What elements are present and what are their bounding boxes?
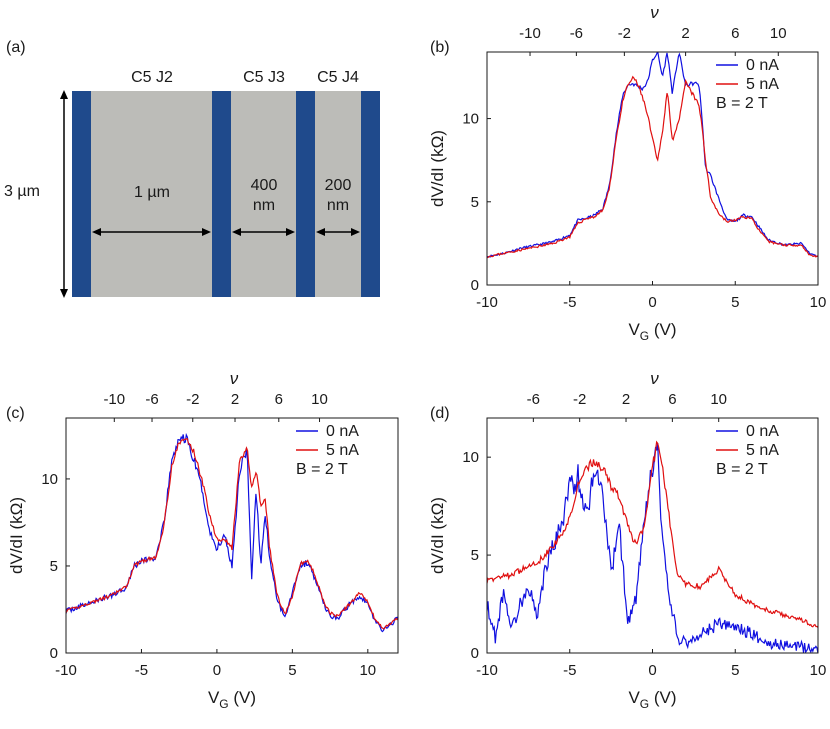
top-tick-label: 2 [622, 391, 630, 408]
y-axis-label: dV/dI (kΩ) [428, 130, 447, 207]
top-tick-label: 2 [231, 391, 239, 408]
series-group [487, 52, 818, 259]
series-group [66, 432, 398, 633]
legend-entry: 0 nA [746, 423, 779, 440]
top-tick-label: -6 [570, 25, 583, 42]
legend-entry: 5 nA [326, 442, 359, 459]
legend-note: B = 2 T [296, 461, 348, 478]
y-tick-label: 5 [50, 558, 58, 575]
gap-arrow-j3 [232, 228, 295, 236]
y-tick-label: 10 [41, 471, 58, 488]
x-axis-label: VG (V) [628, 320, 676, 343]
x-axis-label: VG (V) [208, 688, 256, 711]
electrode-3 [296, 91, 315, 297]
top-tick-label: -2 [573, 391, 586, 408]
x-tick-label: 0 [213, 662, 221, 679]
x-tick-label: -10 [55, 662, 77, 679]
plot-frame [65, 417, 399, 654]
y-tick-label: 10 [462, 111, 479, 128]
x-tick-label: 5 [731, 662, 739, 679]
series-line-0-nA [66, 432, 398, 633]
top-tick-label: -2 [186, 391, 199, 408]
x-tick-label: 10 [359, 662, 376, 679]
legend-entry: 0 nA [746, 57, 779, 74]
panel-label: (d) [430, 405, 450, 422]
panel-a-schematic: (a) C5 J2 C5 J3 C5 J4 3 µm [4, 39, 380, 298]
y-tick-label: 5 [471, 547, 479, 564]
top-tick-label: -6 [527, 391, 540, 408]
series-line-5-nA [487, 440, 818, 629]
series-line-0-nA [487, 52, 818, 259]
top-tick-label: -10 [519, 25, 541, 42]
gap-label-j2: 1 µm [134, 184, 170, 201]
series-line-5-nA [487, 75, 818, 259]
gap-label-j4-line1: 200 [325, 177, 352, 194]
top-tick-label: 10 [770, 25, 787, 42]
junction-label-j2: C5 J2 [131, 69, 173, 86]
x-tick-label: -10 [476, 662, 498, 679]
x-tick-label: 10 [810, 662, 827, 679]
electrode-2 [212, 91, 231, 297]
top-axis-label: ν [650, 3, 659, 22]
gap-arrow-j2 [92, 228, 211, 236]
x-tick-label: -5 [563, 294, 576, 311]
series-line-0-nA [487, 443, 818, 653]
top-tick-label: -10 [103, 391, 125, 408]
series-line-5-nA [66, 438, 398, 630]
height-label: 3 µm [4, 183, 40, 200]
legend-entry: 0 nA [326, 423, 359, 440]
x-tick-label: 0 [648, 662, 656, 679]
top-tick-label: 6 [731, 25, 739, 42]
y-tick-label: 5 [471, 194, 479, 211]
top-tick-label: -2 [618, 25, 631, 42]
top-tick-label: 6 [668, 391, 676, 408]
junction-label-j4: C5 J4 [317, 69, 359, 86]
top-axis-label: ν [230, 369, 239, 388]
height-arrow [60, 90, 68, 298]
junction-label-j3: C5 J3 [243, 69, 285, 86]
top-tick-label: 2 [681, 25, 689, 42]
legend-note: B = 2 T [716, 95, 768, 112]
panel-label: (c) [6, 405, 25, 422]
y-tick-label: 10 [462, 449, 479, 466]
panel-a-label: (a) [6, 39, 26, 56]
y-axis-label: dV/dI (kΩ) [7, 497, 26, 574]
legend-entry: 5 nA [746, 76, 779, 93]
top-tick-label: 6 [275, 391, 283, 408]
panel-label: (b) [430, 39, 450, 56]
x-tick-label: -5 [135, 662, 148, 679]
x-tick-label: -5 [563, 662, 576, 679]
top-tick-label: 10 [710, 391, 727, 408]
panel-d-chart: (d) -10 -5 0 5 10 0 5 10 -6 -2 2 6 10 ν VG (V) dV/dI (kΩ… [428, 369, 826, 711]
panel-c-chart: (c) -10 -5 0 5 10 0 5 10 -10 -6 -2 2 6 10 ν VG (V) dV/dI … [6, 369, 399, 711]
x-tick-label: 5 [731, 294, 739, 311]
y-tick-label: 0 [471, 277, 479, 294]
legend-entry: 5 nA [746, 442, 779, 459]
top-tick-label: 10 [311, 391, 328, 408]
legend-note: B = 2 T [716, 461, 768, 478]
x-tick-label: 10 [810, 294, 827, 311]
y-tick-label: 0 [50, 645, 58, 662]
electrode-4 [361, 91, 380, 297]
top-axis-label: ν [650, 369, 659, 388]
electrode-1 [72, 91, 91, 297]
y-axis-label: dV/dI (kΩ) [428, 497, 447, 574]
panel-b-chart: (b) -10 -5 0 5 10 0 5 10 -10 -6 -2 2 6 10 ν VG (V) dV/dI … [428, 3, 826, 343]
gap-label-j4-line2: nm [327, 197, 349, 214]
gap-label-j3-line1: 400 [251, 177, 278, 194]
x-tick-label: -10 [476, 294, 498, 311]
gap-label-j3-line2: nm [253, 197, 275, 214]
x-axis-label: VG (V) [628, 688, 676, 711]
series-group [487, 440, 818, 653]
y-tick-label: 0 [471, 645, 479, 662]
gap-arrow-j4 [316, 228, 360, 236]
top-tick-label: -6 [145, 391, 158, 408]
x-tick-label: 5 [288, 662, 296, 679]
x-tick-label: 0 [648, 294, 656, 311]
